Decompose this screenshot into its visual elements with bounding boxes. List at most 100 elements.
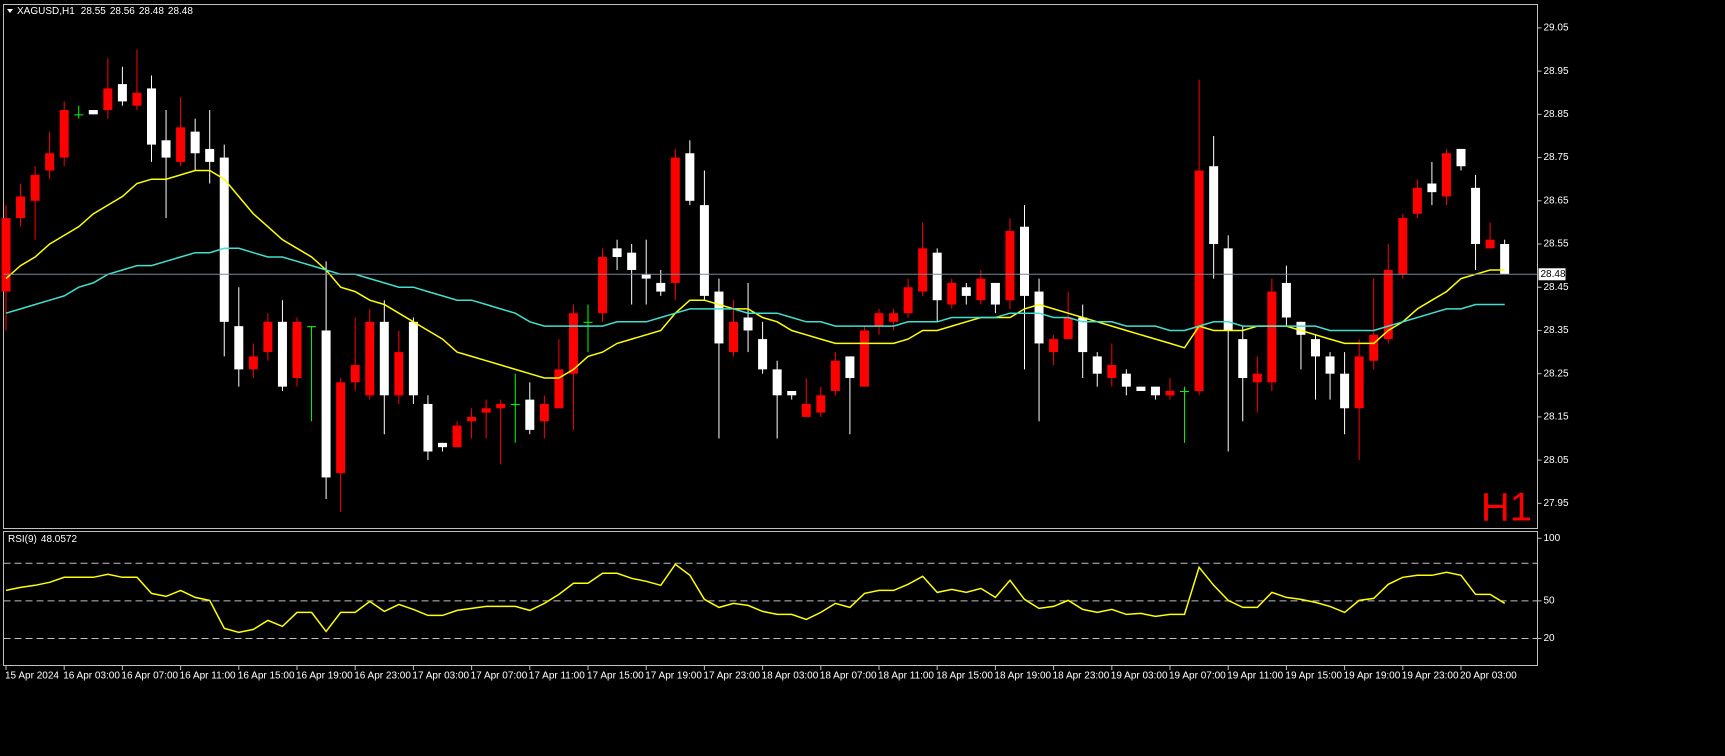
candle-body: [641, 274, 651, 279]
candle-body: [554, 369, 564, 409]
candle-body: [612, 248, 622, 257]
x-tick-label: 17 Apr 23:00: [703, 671, 760, 682]
y-tick-label: 50: [1544, 596, 1556, 607]
candle-body: [45, 153, 55, 171]
candle-body: [277, 321, 287, 387]
candle-body: [59, 110, 69, 158]
candle-body: [1296, 321, 1306, 335]
x-tick-label: 18 Apr 11:00: [878, 671, 934, 682]
candle-body: [685, 153, 695, 201]
candle-body: [1427, 183, 1437, 193]
candle-body: [830, 360, 840, 391]
rsi-header: RSI(9) 48.0572: [8, 534, 77, 545]
candle-body: [88, 110, 98, 115]
candle-body: [874, 313, 884, 327]
candle-body: [729, 321, 738, 353]
candle-body: [598, 256, 608, 314]
candle-body: [1092, 356, 1102, 374]
candle-body: [467, 416, 477, 422]
candle-body: [234, 326, 244, 370]
candle-body: [889, 313, 899, 322]
candle-body: [568, 313, 578, 374]
x-tick-label: 16 Apr 19:00: [296, 671, 353, 682]
candle-body: [1121, 373, 1131, 387]
candle-body: [714, 291, 724, 344]
candle-body: [758, 339, 768, 370]
x-tick-label: 19 Apr 19:00: [1344, 671, 1401, 682]
candle-body: [932, 252, 942, 301]
x-tick-label: 16 Apr 11:00: [180, 671, 236, 682]
candle-body: [248, 356, 258, 370]
symbol-title: XAGUSD,H1: [17, 6, 75, 17]
candle-body: [1267, 291, 1277, 383]
candle-body: [845, 356, 855, 379]
candle-body: [205, 148, 215, 162]
candle-body: [627, 252, 637, 270]
x-tick-label: 19 Apr 23:00: [1402, 671, 1459, 682]
y-tick-label: 100: [1544, 533, 1561, 544]
candle-body: [423, 403, 433, 452]
candle-body: [903, 287, 913, 314]
menu-triangle[interactable]: [7, 9, 13, 13]
candle-body: [670, 157, 680, 283]
candle-body: [525, 399, 535, 430]
candle-body: [787, 390, 797, 396]
y-tick-label: 28.55: [1544, 239, 1569, 250]
candle-body: [1034, 291, 1044, 344]
x-tick-label: 19 Apr 11:00: [1227, 671, 1283, 682]
candle-body: [147, 88, 156, 145]
x-tick-label: 17 Apr 11:00: [529, 671, 585, 682]
rsi-last-value: 48.0572: [41, 534, 78, 545]
candle-body: [219, 157, 229, 322]
rsi-title: RSI(9): [8, 534, 37, 545]
candle-body: [1165, 390, 1175, 396]
candle-body: [1369, 334, 1379, 361]
x-tick-label: 18 Apr 23:00: [1053, 671, 1110, 682]
candle-body: [1441, 153, 1451, 197]
rsi-panel-frame: [3, 531, 1538, 666]
candle-body: [394, 352, 404, 396]
y-tick-label: 28.45: [1544, 282, 1569, 293]
candle-body: [365, 321, 375, 396]
last-open: 28.55: [81, 6, 106, 17]
candle-body: [583, 321, 593, 323]
candle-body: [161, 140, 171, 158]
moving-average: [5, 247, 1505, 332]
candle-body: [947, 282, 957, 305]
last-high: 28.56: [110, 6, 135, 17]
candle-body: [1311, 339, 1320, 357]
candle-body: [321, 330, 331, 478]
candle-body: [1180, 390, 1190, 392]
candle-body: [103, 88, 113, 111]
x-tick-label: 19 Apr 07:00: [1169, 671, 1226, 682]
y-tick-label: 28.95: [1544, 66, 1569, 77]
candle-body: [496, 403, 506, 409]
candle-body: [1412, 187, 1422, 214]
y-tick-label: 28.35: [1544, 325, 1569, 336]
candle-body: [16, 196, 26, 219]
candle-body: [859, 330, 869, 387]
candle-body: [1136, 386, 1146, 391]
candle-body: [1020, 226, 1029, 296]
candle-body: [1209, 166, 1219, 245]
candle-body: [1238, 339, 1248, 379]
y-tick-label: 27.95: [1544, 498, 1569, 509]
candle-body: [1340, 373, 1350, 409]
y-tick-label: 28.05: [1544, 455, 1569, 466]
candle-body: [1383, 269, 1393, 340]
candle-body: [263, 321, 273, 353]
x-tick-label: 16 Apr 03:00: [63, 671, 120, 682]
timeframe-badge: H1: [1481, 486, 1532, 530]
candle-body: [30, 174, 40, 201]
x-tick-label: 18 Apr 15:00: [936, 671, 993, 682]
candle-body: [176, 127, 186, 162]
candle-body: [976, 278, 986, 301]
y-tick-label: 29.05: [1544, 23, 1569, 34]
candle-body: [336, 382, 346, 474]
candle-body: [1049, 339, 1059, 353]
candle-body: [1, 218, 11, 292]
candle-body: [1456, 148, 1466, 167]
candle-body: [1325, 356, 1335, 374]
